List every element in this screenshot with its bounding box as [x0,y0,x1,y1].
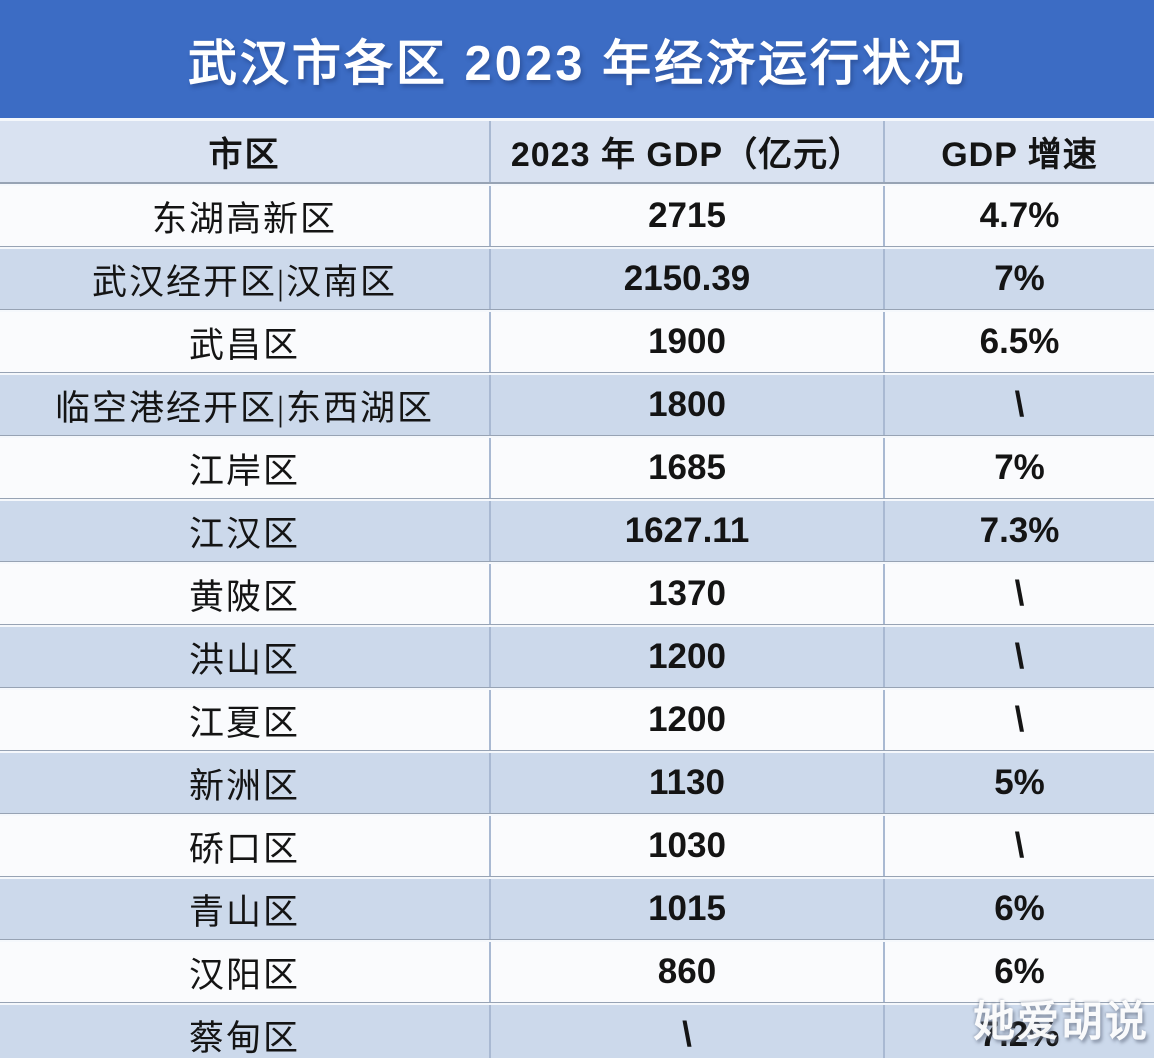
gdp-value-cell: 1900 [489,312,883,372]
table-row: 汉阳区 860 6% [0,940,1154,1003]
gdp-table: 市区 2023 年 GDP（亿元） GDP 增速 东湖高新区 2715 4.7%… [0,118,1154,1058]
table-row: 江岸区 1685 7% [0,436,1154,499]
table-row: 江夏区 1200 \ [0,688,1154,751]
district-cell: 临空港经开区|东西湖区 [54,388,434,428]
growth-rate-cell: \ [883,627,1154,687]
table-row: 黄陂区 1370 \ [0,562,1154,625]
gdp-value-cell: \ [489,1005,883,1058]
table-row: 新洲区 1130 5% [0,751,1154,814]
district-cell: 江夏区 [188,703,300,743]
district-cell: 洪山区 [188,640,300,680]
table-title-text: 武汉市各区 2023 年经济运行状况 [187,36,967,91]
growth-rate-cell: \ [883,690,1154,750]
growth-rate-cell: \ [883,375,1154,435]
gdp-value-cell: 1200 [489,627,883,687]
growth-rate-cell: 6.5% [883,312,1154,372]
table-row: 临空港经开区|东西湖区 1800 \ [0,373,1154,436]
district-cell: 黄陂区 [188,577,300,617]
gdp-value-cell: 1627.11 [489,501,883,561]
gdp-value-cell: 1015 [489,879,883,939]
table-title: 武汉市各区 2023 年经济运行状况 [0,0,1154,118]
growth-rate-cell: 7.3% [883,501,1154,561]
district-cell: 新洲区 [188,766,300,806]
growth-rate-cell: 7% [883,438,1154,498]
growth-rate-cell: 5% [883,753,1154,813]
district-cell: 硚口区 [188,829,300,869]
gdp-value-cell: 1130 [489,753,883,813]
column-header-district: 市区 [208,137,281,174]
table-row: 洪山区 1200 \ [0,625,1154,688]
column-header-growth: GDP 增速 [883,121,1154,182]
district-cell: 东湖高新区 [151,199,337,239]
table-row: 青山区 1015 6% [0,877,1154,940]
table-row: 蔡甸区 \ 7.2% [0,1003,1154,1058]
table-row: 江汉区 1627.11 7.3% [0,499,1154,562]
growth-rate-cell: 6% [883,879,1154,939]
gdp-value-cell: 1800 [489,375,883,435]
growth-rate-cell: 7.2% [883,1005,1154,1058]
growth-rate-cell: \ [883,816,1154,876]
growth-rate-cell: 7% [883,249,1154,309]
district-cell: 武昌区 [188,325,300,365]
table-row: 硚口区 1030 \ [0,814,1154,877]
growth-rate-cell: 6% [883,942,1154,1002]
district-cell: 青山区 [188,892,300,932]
district-cell: 蔡甸区 [188,1018,300,1058]
gdp-value-cell: 2715 [489,186,883,246]
district-cell: 汉阳区 [188,955,300,995]
table-body: 东湖高新区 2715 4.7% 武汉经开区|汉南区 2150.39 7% 武昌区… [0,184,1154,1058]
gdp-value-cell: 1030 [489,816,883,876]
column-header-gdp: 2023 年 GDP（亿元） [489,121,883,182]
table-header-row: 市区 2023 年 GDP（亿元） GDP 增速 [0,118,1154,184]
table-row: 武汉经开区|汉南区 2150.39 7% [0,247,1154,310]
gdp-value-cell: 1370 [489,564,883,624]
district-cell: 江岸区 [188,451,300,491]
district-cell: 武汉经开区|汉南区 [91,262,397,302]
gdp-value-cell: 1685 [489,438,883,498]
table-row: 武昌区 1900 6.5% [0,310,1154,373]
growth-rate-cell: \ [883,564,1154,624]
gdp-value-cell: 1200 [489,690,883,750]
district-cell: 江汉区 [188,514,300,554]
growth-rate-cell: 4.7% [883,186,1154,246]
gdp-value-cell: 860 [489,942,883,1002]
gdp-value-cell: 2150.39 [489,249,883,309]
table-row: 东湖高新区 2715 4.7% [0,184,1154,247]
